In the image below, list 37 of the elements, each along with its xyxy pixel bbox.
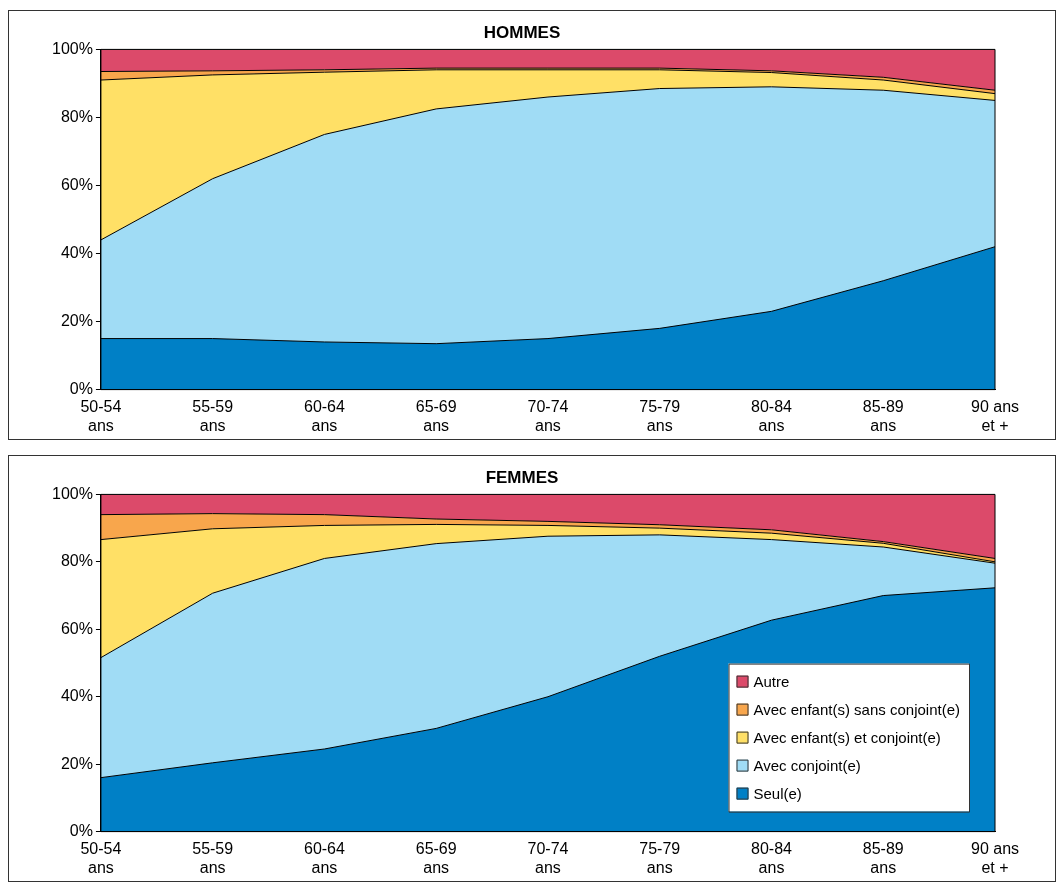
y-tick-label: 0% [69,380,93,398]
x-tick-label: 50-54 ans [80,839,122,876]
x-tick-label: 90 ans et + [970,397,1020,434]
legend-label: Avec enfant(s) sans conjoint(e) [753,700,961,718]
y-tick-label: 80% [60,107,93,125]
y-tick-label: 0% [69,822,93,840]
x-tick-label: 70-74 ans [527,839,569,876]
y-tick-label: 60% [60,619,93,637]
x-tick-label: 80-84 ans [751,397,793,434]
y-tick-label: 20% [60,754,93,772]
y-tick-label: 100% [52,484,93,502]
chart-title: FEMMES [485,467,559,487]
x-tick-label: 75-79 ans [639,839,681,876]
y-tick-label: 40% [60,687,93,705]
y-tick-label: 60% [60,175,93,193]
y-tick-label: 100% [52,39,93,57]
y-tick-label: 80% [60,552,93,570]
x-tick-label: 65-69 ans [415,397,457,434]
x-tick-label: 55-59 ans [192,839,234,876]
legend-label: Autre [753,672,790,690]
y-tick-label: 20% [60,311,93,329]
legend-label: Avec conjoint(e) [753,756,861,774]
x-tick-label: 85-89 ans [862,397,904,434]
x-tick-label: 60-64 ans [303,397,345,434]
x-tick-label: 60-64 ans [303,839,345,876]
chart-title: HOMMES [483,22,561,42]
legend-label: Avec enfant(s) et conjoint(e) [753,728,941,746]
legend-label: Seul(e) [753,784,802,802]
x-tick-label: 55-59 ans [192,397,234,434]
y-tick-label: 40% [60,243,93,261]
x-tick-label: 85-89 ans [862,839,904,876]
x-tick-label: 80-84 ans [751,839,793,876]
x-tick-label: 50-54 ans [80,397,122,434]
x-tick-label: 70-74 ans [527,397,569,434]
x-tick-label: 75-79 ans [639,397,681,434]
x-tick-label: 90 ans et + [970,839,1020,876]
x-tick-label: 65-69 ans [415,839,457,876]
